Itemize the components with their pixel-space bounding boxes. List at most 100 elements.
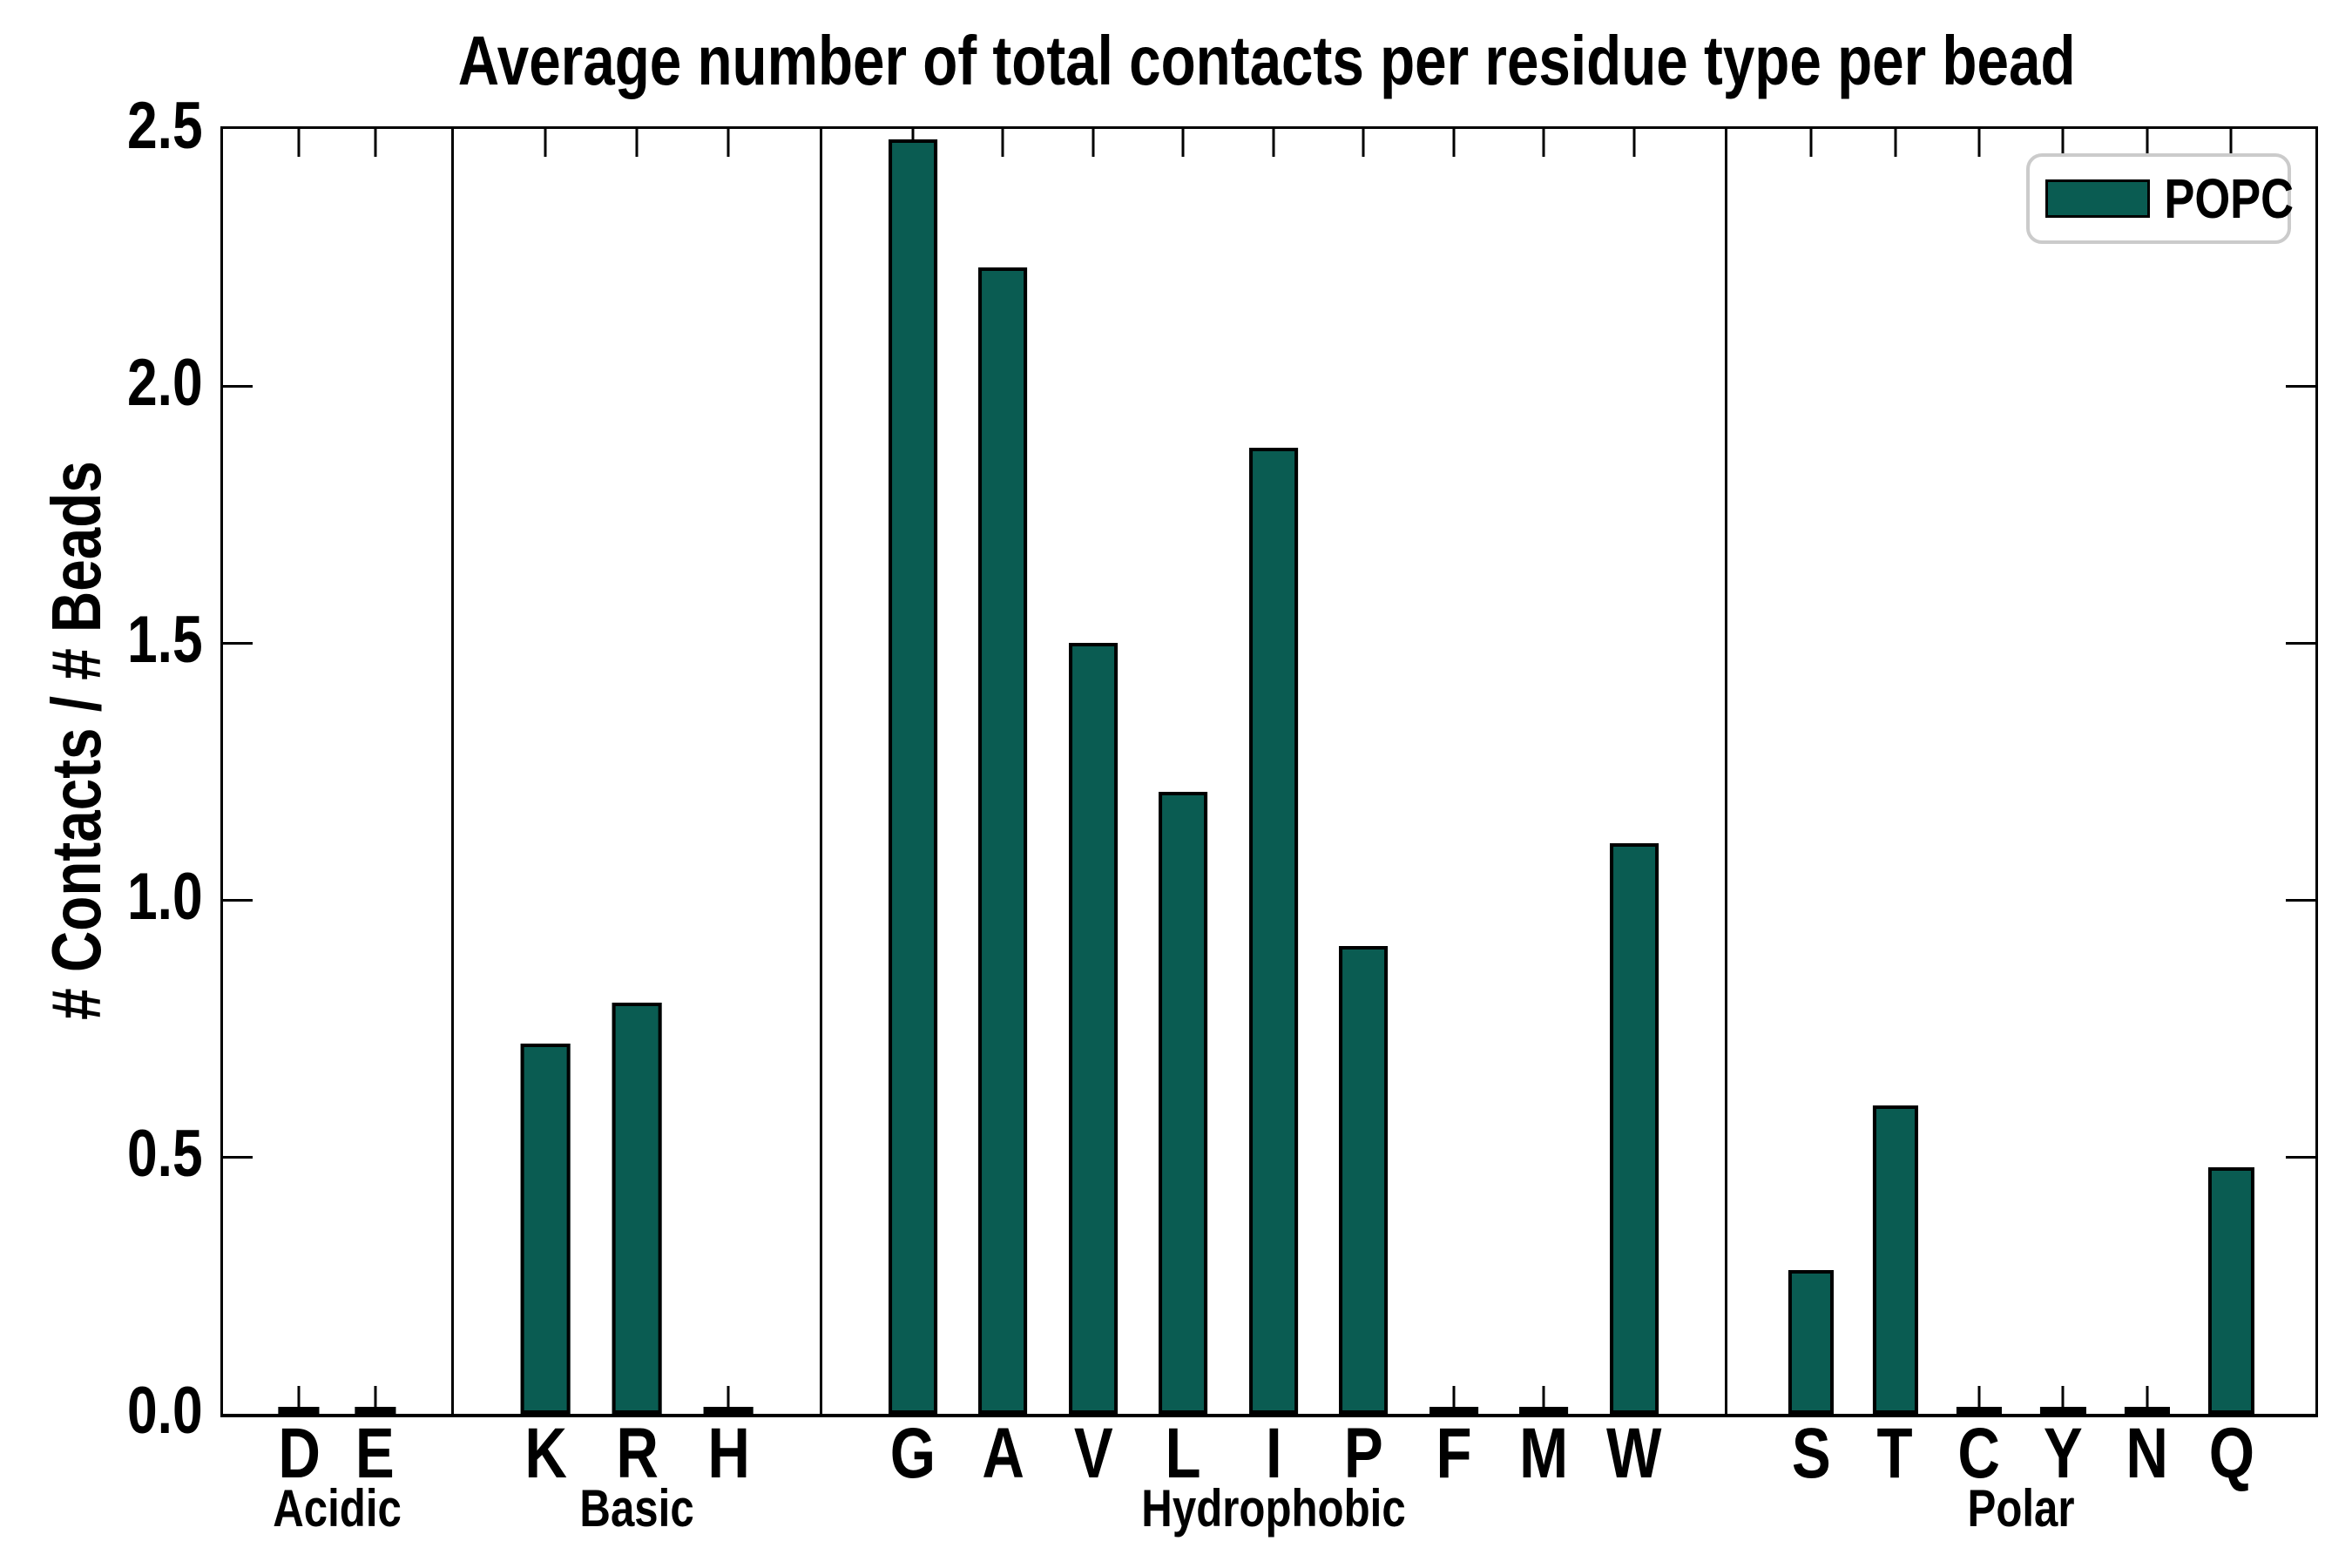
y-axis-label: # Contacts / # Beads [37, 400, 117, 1082]
bar-slot-A: A [958, 129, 1049, 1490]
bar-I [1249, 447, 1298, 1414]
x-tick-bottom-Y [2061, 1386, 2065, 1414]
group-label-basic: Basic [454, 1483, 820, 1535]
x-tick-top-R [635, 129, 639, 157]
x-tick-bottom-M [1542, 1386, 1545, 1414]
y-tick-label-1.5: 1.5 [0, 601, 203, 679]
x-tick-label-K: K [500, 1418, 591, 1490]
bar-R [612, 1003, 662, 1414]
y-tick-left-1.5 [223, 641, 253, 645]
x-tick-label-text: G [889, 1414, 936, 1493]
x-tick-label-text: I [1265, 1414, 1282, 1493]
x-tick-label-C: C [1937, 1418, 2021, 1490]
x-tick-label-text: K [524, 1414, 567, 1493]
x-tick-bottom-H [727, 1386, 730, 1414]
panel-padding [1680, 129, 1725, 1414]
y-tick-right-1 [2286, 898, 2315, 902]
bar-slot-W: W [1589, 129, 1680, 1490]
x-tick-label-text: R [615, 1414, 659, 1493]
group-panel-acidic: D E Acidic [223, 129, 451, 1535]
bar-Q [2208, 1166, 2254, 1414]
group-label-text: Hydrophobic [1141, 1479, 1406, 1538]
bar-slot-M: M [1499, 129, 1590, 1490]
x-tick-bottom-D [297, 1386, 301, 1414]
x-tick-top-D [297, 129, 301, 157]
bar-slot-G: G [868, 129, 958, 1490]
y-tick-label-text: 1.5 [127, 603, 203, 677]
bar-K [520, 1044, 571, 1414]
x-tick-label-R: R [591, 1418, 683, 1490]
x-tick-label-text: P [1344, 1414, 1383, 1493]
x-tick-label-N: N [2105, 1418, 2189, 1490]
bar-slot-K: K [500, 129, 591, 1490]
x-tick-label-L: L [1139, 1418, 1229, 1490]
legend-swatch-popc [2045, 179, 2150, 218]
group-panel-hydrophobic: G A V L I P F M W Hydrophobic [820, 129, 1725, 1535]
panel-padding [454, 129, 500, 1414]
x-tick-label-E: E [337, 1418, 413, 1490]
x-tick-top-H [727, 129, 730, 157]
y-tick-right-1.5 [2286, 641, 2315, 645]
group-label-polar: Polar [1727, 1483, 2315, 1535]
chart-title-text: Average number of total contacts per res… [457, 22, 2076, 99]
x-tick-top-N [2146, 129, 2149, 157]
group-label-text: Basic [579, 1479, 694, 1538]
bar-A [978, 267, 1028, 1414]
bar-slot-N: N [2105, 129, 2189, 1490]
x-tick-top-W [1632, 129, 1636, 157]
x-tick-label-text: C [1957, 1414, 2001, 1493]
y-tick-label-1.0: 1.0 [0, 858, 203, 936]
panel-padding [2274, 129, 2315, 1414]
x-tick-bottom-C [1977, 1386, 1981, 1414]
x-tick-bottom-F [1452, 1386, 1456, 1414]
x-tick-top-Q [2229, 129, 2233, 157]
bar-F [1429, 1407, 1478, 1414]
x-tick-label-V: V [1048, 1418, 1139, 1490]
group-panel-polar: S T C Y N Q Polar [1724, 129, 2315, 1535]
group-label-text: Polar [1967, 1479, 2075, 1538]
x-tick-label-text: E [355, 1414, 395, 1493]
x-tick-label-text: S [1791, 1414, 1831, 1493]
x-tick-label-F: F [1409, 1418, 1499, 1490]
bar-slot-P: P [1319, 129, 1409, 1490]
x-tick-top-V [1092, 129, 1095, 157]
y-tick-right-2 [2286, 384, 2315, 388]
bar-slot-Y: Y [2021, 129, 2105, 1490]
panel-padding [774, 129, 821, 1414]
bar-slot-S: S [1769, 129, 1853, 1490]
y-tick-label-text: 2.0 [127, 346, 203, 420]
bar-slot-V: V [1048, 129, 1139, 1490]
bar-slot-I: I [1228, 129, 1319, 1490]
x-tick-label-S: S [1769, 1418, 1853, 1490]
bar-L [1159, 792, 1208, 1414]
legend-label-text: POPC [2164, 167, 2295, 230]
x-tick-label-text: F [1436, 1414, 1472, 1493]
x-tick-label-I: I [1228, 1418, 1319, 1490]
bar-N [2124, 1407, 2170, 1414]
x-tick-label-H: H [683, 1418, 774, 1490]
x-tick-label-Y: Y [2021, 1418, 2105, 1490]
bar-slot-Q: Q [2189, 129, 2273, 1490]
bar-T [1872, 1105, 1918, 1414]
x-tick-top-F [1452, 129, 1456, 157]
y-tick-label-text: 0.0 [127, 1374, 203, 1448]
x-tick-top-I [1272, 129, 1275, 157]
x-tick-top-L [1181, 129, 1185, 157]
y-tick-label-2.5: 2.5 [0, 87, 203, 166]
bar-C [1956, 1407, 2003, 1414]
x-tick-top-T [1894, 129, 1896, 157]
x-tick-top-Y [2061, 129, 2065, 157]
bar-E [355, 1407, 396, 1414]
x-tick-top-M [1542, 129, 1545, 157]
x-tick-label-text: T [1876, 1414, 1914, 1493]
panel-padding [1727, 129, 1769, 1414]
x-tick-label-Q: Q [2189, 1418, 2273, 1490]
x-tick-label-text: Y [2044, 1414, 2083, 1493]
y-tick-left-1 [223, 898, 253, 902]
bar-slot-H: H [683, 129, 774, 1490]
bar-slot-C: C [1937, 129, 2021, 1490]
panel-padding [822, 129, 868, 1414]
bar-slot-L: L [1139, 129, 1229, 1490]
bar-D [278, 1407, 320, 1414]
